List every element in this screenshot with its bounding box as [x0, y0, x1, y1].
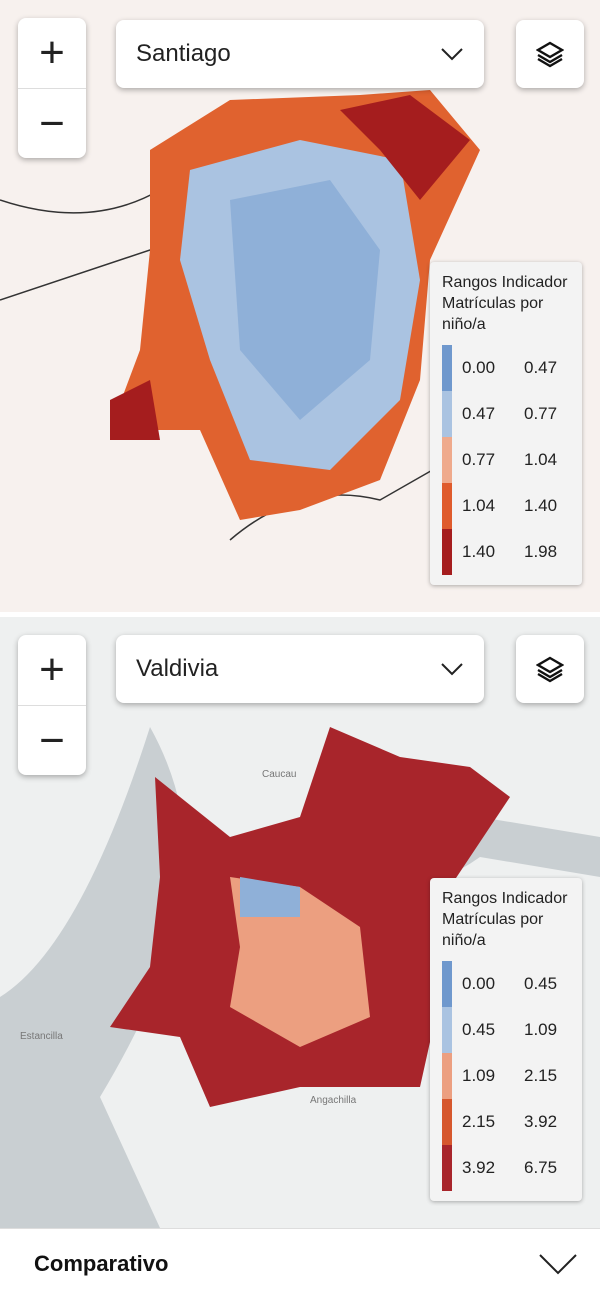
legend-swatch: [442, 529, 452, 575]
layers-button[interactable]: [516, 20, 584, 88]
map-panel: Caucau Estancilla Angachilla + − Valdivia…: [0, 617, 600, 1228]
legend-item: 1.40 1.98: [442, 529, 570, 575]
legend-title-line: niño/a: [442, 932, 486, 949]
range-from: 1.40: [462, 542, 496, 561]
layers-icon: [536, 656, 564, 683]
zoom-out[interactable]: −: [18, 705, 86, 776]
legend-item: 0.77 1.04: [442, 437, 570, 483]
legend-title: Rangos Indicador Matrículas por niño/a: [442, 272, 570, 335]
legend-item: 0.47 0.77: [442, 391, 570, 437]
range-to: 6.75: [524, 1158, 558, 1177]
range-to: 0.47: [524, 358, 558, 377]
layers-button[interactable]: [516, 635, 584, 703]
chevron: [441, 663, 463, 676]
chevron: [441, 48, 463, 61]
footer-title: Comparativo: [34, 1250, 169, 1276]
legend-swatch: [442, 1053, 452, 1099]
legend-title: Rangos Indicador Matrículas por niño/a: [442, 888, 570, 951]
zoom-in[interactable]: +: [39, 28, 65, 77]
legend-item: 0.45 1.09: [442, 1007, 570, 1053]
legend-item: 3.92 6.75: [442, 1145, 570, 1191]
legend-swatch: [442, 437, 452, 483]
range-to: 3.92: [524, 1112, 558, 1131]
legend: Rangos Indicador Matrículas por niño/a 0.00…: [430, 878, 582, 1201]
range-to: 1.98: [524, 542, 558, 561]
city-name: Santiago: [136, 40, 231, 67]
expand-icon: [539, 1253, 577, 1274]
range-from: 1.04: [462, 496, 496, 515]
range-from: 0.00: [462, 974, 496, 993]
legend-item: 2.15 3.92: [442, 1099, 570, 1145]
zoom-control: + −: [18, 18, 86, 158]
map: Caucau Estancilla Angachilla: [0, 727, 600, 1228]
legend-swatch: [442, 1007, 452, 1053]
legend-title-line: Rangos Indicador: [442, 890, 568, 907]
range-from: 3.92: [462, 1158, 496, 1177]
range-from: 0.47: [462, 404, 496, 423]
footer[interactable]: Comparativo: [0, 1228, 600, 1298]
place-label: Caucau: [262, 769, 296, 780]
range-to: 2.15: [524, 1066, 558, 1085]
range-to: 1.40: [524, 496, 558, 515]
layers-icon: [536, 41, 564, 68]
range-to: 1.09: [524, 1020, 558, 1039]
zoom-control: + −: [18, 635, 86, 775]
legend-item: 1.04 1.40: [442, 483, 570, 529]
place-label: Estancilla: [20, 1031, 63, 1042]
map-panel: + − Santiago Rangos Indicador Matrículas p…: [0, 0, 600, 612]
city-select[interactable]: Valdivia: [116, 635, 484, 703]
legend-swatch: [442, 483, 452, 529]
legend-title-line: niño/a: [442, 316, 486, 333]
city-select[interactable]: Santiago: [116, 20, 484, 88]
legend-title-line: Matrículas por: [442, 911, 544, 928]
range-from: 0.77: [462, 450, 496, 469]
map: [0, 90, 521, 541]
zoom-in[interactable]: +: [39, 645, 65, 694]
legend-swatch: [442, 1145, 452, 1191]
legend-item: 0.00 0.45: [442, 961, 570, 1007]
legend-title-line: Matrículas por: [442, 295, 544, 312]
legend-title-line: Rangos Indicador: [442, 274, 568, 291]
city-name: Valdivia: [136, 655, 219, 682]
range-to: 1.04: [524, 450, 558, 469]
range-from: 0.45: [462, 1020, 496, 1039]
legend: Rangos Indicador Matrículas por niño/a 0.00…: [430, 262, 582, 585]
place-label: Angachilla: [310, 1095, 357, 1106]
legend-swatch: [442, 961, 452, 1007]
zoom-out[interactable]: −: [18, 88, 86, 159]
range-to: 0.45: [524, 974, 558, 993]
legend-item: 0.00 0.47: [442, 345, 570, 391]
range-from: 0.00: [462, 358, 496, 377]
range-to: 0.77: [524, 404, 558, 423]
legend-item: 1.09 2.15: [442, 1053, 570, 1099]
legend-swatch: [442, 1099, 452, 1145]
range-from: 2.15: [462, 1112, 496, 1131]
legend-swatch: [442, 391, 452, 437]
legend-swatch: [442, 345, 452, 391]
range-from: 1.09: [462, 1066, 496, 1085]
